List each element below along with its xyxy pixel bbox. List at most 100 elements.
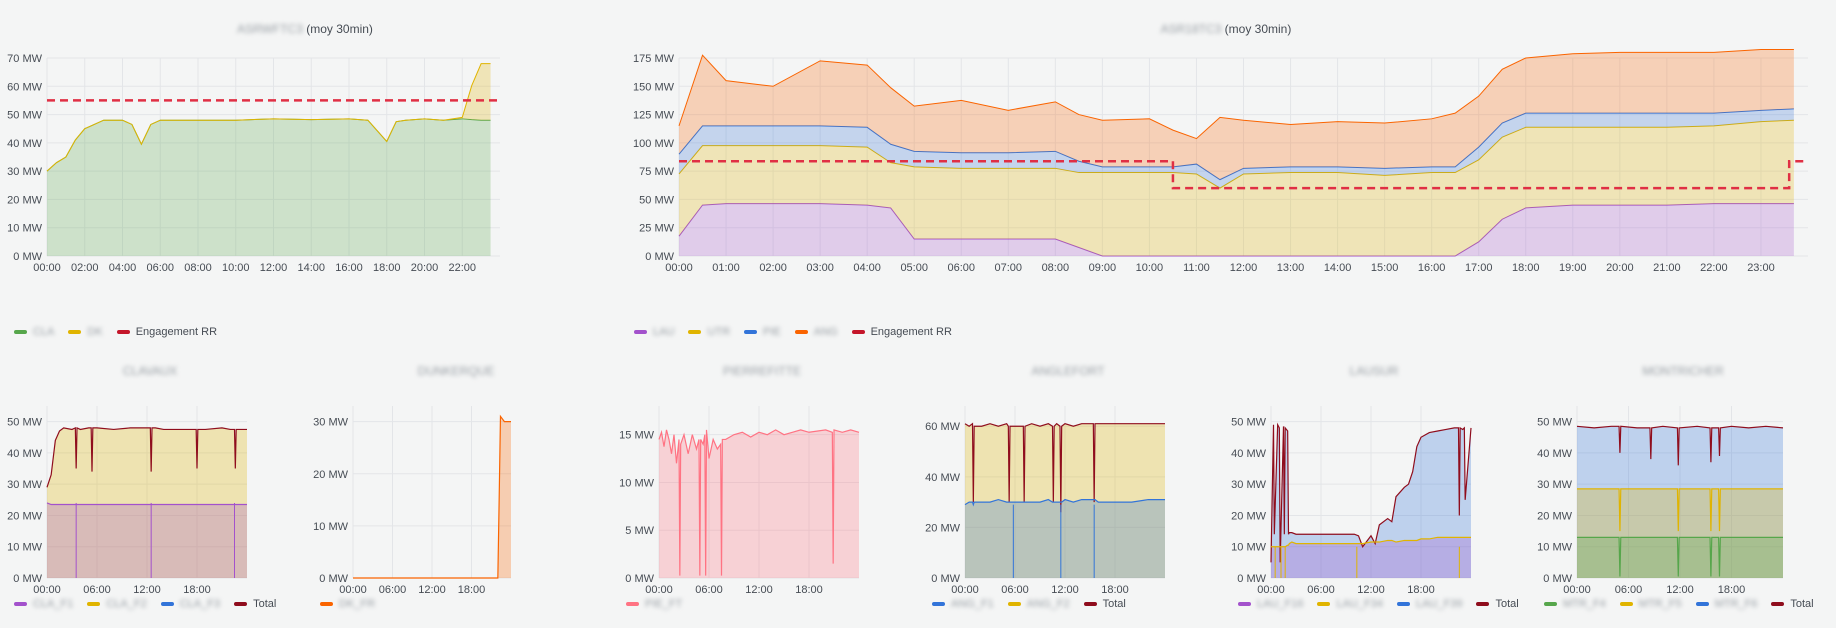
panel-lausur: LAUSUR 0 MW 10 MW 20 MW 30 MW 40 MW 50 MW 00:0…	[1224, 364, 1524, 628]
legend-item-mtr-f6[interactable]: MTR_F6	[1695, 598, 1757, 610]
legend-item-total[interactable]: Total	[1476, 598, 1519, 610]
legend-item-dk-fr[interactable]: DK_FR	[320, 598, 375, 610]
legend-label: CLA_F1	[33, 598, 74, 610]
legend-item-ang[interactable]: ANG	[794, 326, 838, 338]
legend: PIE_FT	[626, 598, 696, 610]
legend-swatch	[1619, 602, 1633, 607]
series-areas	[678, 49, 1794, 257]
grid	[658, 406, 859, 579]
x-tick-label: 22:00	[1700, 262, 1728, 274]
legend-label: Total	[1495, 598, 1519, 610]
x-tick-label: 06:00	[379, 584, 407, 596]
legend-label: DK	[87, 326, 103, 338]
title-suffix: (moy 30min)	[306, 22, 373, 36]
x-tick-label: 15:00	[1371, 262, 1399, 274]
legend-item-mtr-f5[interactable]: MTR_F5	[1619, 598, 1682, 610]
x-tick-label: 18:00	[1101, 584, 1129, 596]
y-tick-label: 40 MW	[7, 448, 42, 460]
x-tick-label: 18:00	[373, 262, 401, 274]
x-tick-label: 20:00	[411, 262, 439, 274]
x-tick-label: 00:00	[1563, 584, 1591, 596]
x-tick-label: 18:00	[1512, 262, 1540, 274]
legend-item-mtr-f4[interactable]: MTR_F4	[1544, 598, 1606, 610]
legend-swatch	[1007, 602, 1021, 607]
legend-label: DK_FR	[339, 598, 376, 610]
y-tick-label: 0 MW	[319, 573, 348, 585]
legend-item-cla-f3[interactable]: CLA_F3	[160, 598, 220, 610]
legend-item-lau-f16[interactable]: LAU_F16	[1238, 598, 1303, 610]
legend-label: UTR	[707, 326, 731, 338]
x-tick-label: 12:00	[1357, 584, 1385, 596]
grid	[352, 406, 511, 579]
legend-item-pie[interactable]: PIE	[744, 326, 781, 338]
panel-title: MONTRICHER	[1642, 364, 1724, 378]
x-tick-label: 12:00	[745, 584, 773, 596]
series-areas	[964, 422, 1165, 578]
y-tick-label: 0 MW	[1237, 573, 1266, 585]
legend-label: ANG_F2	[1026, 598, 1070, 610]
x-tick-label: 08:00	[184, 262, 212, 274]
x-tick-label: 00:00	[339, 584, 367, 596]
y-tick-label: 75 MW	[639, 166, 674, 178]
y-tick-label: 30 MW	[1537, 479, 1572, 491]
line-mtr-f4	[1577, 536, 1783, 577]
legend-label: PIE	[763, 326, 781, 338]
legend-swatch	[1476, 602, 1490, 607]
legend-label: Total	[253, 598, 277, 610]
grid	[46, 57, 500, 257]
x-tick-label: 18:00	[1407, 584, 1435, 596]
x-tick-label: 14:00	[1324, 262, 1352, 274]
y-tick-label: 50 MW	[7, 110, 42, 122]
x-tick-label: 12:00	[260, 262, 288, 274]
legend-item-total[interactable]: Total	[234, 598, 276, 610]
legend-item-dk[interactable]: DK	[68, 326, 103, 338]
legend-swatch	[1238, 602, 1251, 607]
series-areas	[1576, 425, 1784, 578]
legend-item-total[interactable]: Total	[1771, 598, 1814, 610]
legend-item-ang-f2[interactable]: ANG_F2	[1007, 598, 1070, 610]
y-tick-label: 0 MW	[1543, 573, 1572, 585]
y-tick-label: 30 MW	[313, 417, 348, 429]
legend-item-utr[interactable]: UTR	[688, 326, 730, 338]
legend-item-cla-f2[interactable]: CLA_F2	[87, 598, 147, 610]
legend-item-total[interactable]: Total	[1083, 598, 1126, 610]
legend-swatch	[1083, 602, 1097, 607]
chart-svg: 0 MW 5 MW 10 MW 15 MW 00:00 06:00 12:00 18:00	[619, 406, 860, 596]
x-tick-label: 03:00	[806, 262, 834, 274]
x-tick-label: 04:00	[853, 262, 881, 274]
area-lau-f16	[1271, 537, 1471, 578]
legend-swatch	[320, 602, 333, 607]
legend-item-lau-f39[interactable]: LAU_F39	[1396, 598, 1462, 610]
legend-item-ang-f1[interactable]: ANG_F1	[932, 598, 994, 610]
legend-swatch	[160, 602, 174, 607]
y-tick-label: 175 MW	[633, 53, 675, 65]
legend-label: MTR_F5	[1638, 598, 1682, 610]
y-tick-label: 40 MW	[1231, 448, 1266, 460]
area-cla	[47, 118, 491, 256]
line-ang-f1	[964, 498, 1165, 507]
legend-item-cla[interactable]: CLA	[14, 326, 54, 338]
area-mtr-f4	[1577, 537, 1783, 578]
panel-title: ANGLEFORT	[1031, 364, 1105, 378]
line-dk	[46, 63, 491, 172]
line-pie-ft	[658, 429, 860, 576]
legend-item-cla-f1[interactable]: CLA_F1	[14, 598, 73, 610]
legend-item-lau-f34[interactable]: LAU_F34	[1317, 598, 1383, 610]
legend-item-engagement-rr[interactable]: Engagement RR	[116, 326, 217, 338]
area-pie	[679, 108, 1794, 189]
legend-item-pie-ft[interactable]: PIE_FT	[626, 598, 682, 610]
y-tick-label: 20 MW	[1537, 510, 1572, 522]
x-tick-label: 12:00	[133, 584, 161, 596]
x-tick-label: 06:00	[1615, 584, 1643, 596]
line-total	[964, 422, 1165, 513]
area-utr	[679, 120, 1794, 256]
y-tick-label: 30 MW	[7, 479, 42, 491]
legend-swatch	[1396, 602, 1410, 607]
legend-item-engagement-rr[interactable]: Engagement RR	[851, 326, 952, 338]
legend-item-lau[interactable]: LAU	[634, 326, 674, 338]
legend-label: Total	[1790, 598, 1814, 610]
legend-swatch	[116, 330, 130, 335]
x-tick-label: 06:00	[947, 262, 975, 274]
x-tick-label: 01:00	[712, 262, 740, 274]
series-areas	[658, 429, 860, 578]
